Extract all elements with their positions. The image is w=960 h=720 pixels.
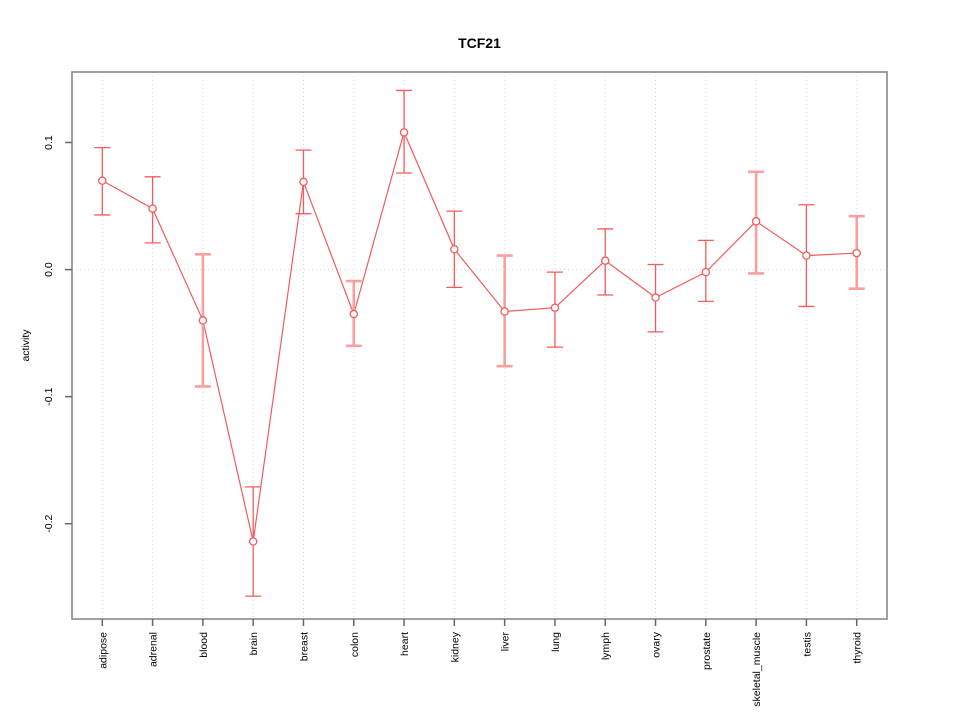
data-point — [450, 245, 459, 254]
x-tick-label: testis — [801, 632, 813, 657]
data-point — [852, 248, 861, 258]
x-tick-label: lung — [550, 632, 562, 652]
series-line — [102, 130, 857, 542]
x-tick-label: colon — [349, 632, 361, 657]
x-tick-label: lymph — [600, 632, 612, 660]
data-point — [349, 309, 359, 319]
y-tick-label: -0.2 — [43, 514, 55, 532]
data-point — [802, 251, 811, 260]
data-point — [198, 316, 208, 325]
x-tick-label: brain — [248, 632, 260, 656]
data-point — [500, 307, 509, 316]
x-tick-label: kidney — [449, 631, 461, 662]
data-point — [399, 128, 409, 137]
x-tick-label: skeletal_muscle — [751, 632, 763, 707]
data-point — [148, 204, 157, 213]
x-tick-label: prostate — [701, 632, 713, 670]
y-axis-label: activity — [20, 329, 32, 362]
data-point — [98, 176, 107, 185]
plot-box — [71, 71, 888, 620]
y-tick-label: -0.1 — [43, 387, 55, 405]
chart-title: TCF21 — [458, 35, 501, 51]
data-point — [550, 303, 560, 312]
x-tick-label: breast — [298, 632, 310, 661]
x-tick-label: blood — [198, 632, 210, 658]
data-point — [751, 217, 761, 226]
x-tick-label: adrenal — [148, 632, 160, 667]
y-tick-label: 0.0 — [43, 262, 55, 277]
y-tick-label: 0.1 — [43, 135, 55, 150]
data-point — [701, 267, 711, 277]
x-tick-label: thyroid — [852, 632, 864, 664]
x-tick-label: heart — [399, 632, 411, 656]
x-tick-label: adipose — [97, 632, 109, 669]
x-tick-label: ovary — [651, 631, 663, 657]
data-point — [600, 256, 610, 265]
data-point — [651, 293, 660, 302]
data-point — [299, 177, 308, 187]
x-tick-label: liver — [500, 632, 512, 652]
data-point — [248, 537, 258, 546]
